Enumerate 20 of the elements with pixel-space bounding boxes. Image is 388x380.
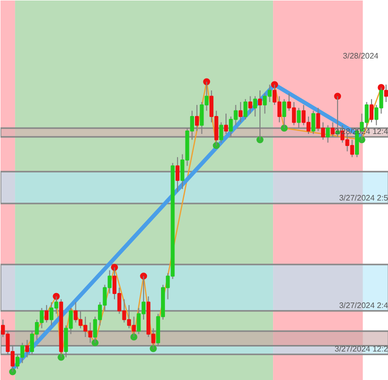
- band-label: 3/27/2024 2:5: [339, 194, 388, 203]
- band-label: 3/27/2024 2:4: [339, 300, 388, 310]
- candlestick: [219, 122, 224, 144]
- candlestick: [370, 98, 374, 123]
- text: 3/28/2024: [342, 52, 380, 60]
- candlestick: [243, 98, 248, 120]
- candlestick: [194, 104, 199, 132]
- candlestick: [330, 122, 335, 138]
- band-label: 3/27/2024 12:2: [334, 344, 388, 354]
- candlestick: [296, 107, 301, 129]
- candlestick: [238, 102, 243, 123]
- band-label: 3/28/2024 12:4: [334, 126, 388, 136]
- candlestick: [44, 304, 49, 323]
- candlestick: [326, 124, 330, 144]
- candlestick: [224, 113, 228, 134]
- candlestick: [25, 339, 30, 358]
- candlestick: [248, 96, 252, 114]
- candlestick: [311, 110, 316, 134]
- candlestick: [176, 156, 180, 192]
- candlestick: [253, 96, 258, 118]
